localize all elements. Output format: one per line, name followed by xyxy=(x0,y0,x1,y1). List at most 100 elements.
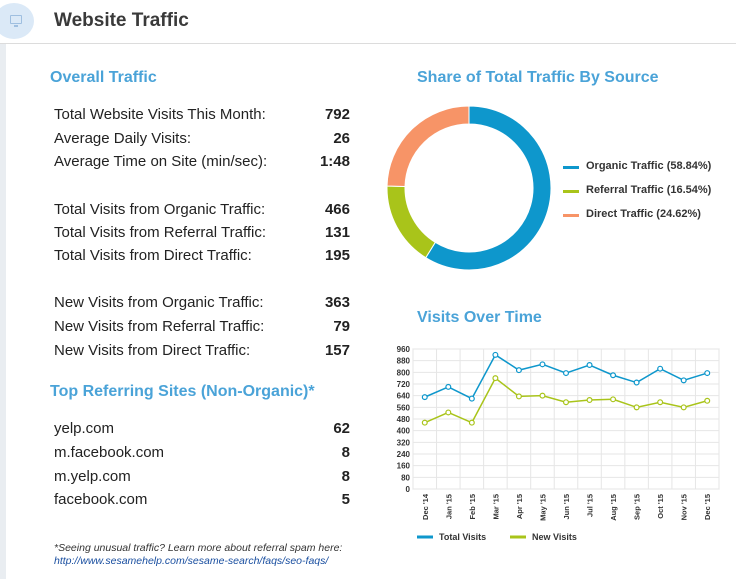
y-tick-label: 80 xyxy=(401,473,410,482)
y-tick-label: 880 xyxy=(397,357,411,366)
seo-faqs-link[interactable]: http://www.sesamehelp.com/sesame-search/… xyxy=(54,555,329,567)
stat-label: New Visits from Organic Traffic: xyxy=(54,294,264,311)
stat-row: Total Visits from Direct Traffic: 195 xyxy=(54,247,350,269)
stat-label: Total Visits from Referral Traffic: xyxy=(54,224,267,241)
data-point xyxy=(515,367,522,374)
y-tick-label: 960 xyxy=(397,345,411,354)
referrer-domain: m.yelp.com xyxy=(54,468,131,485)
y-tick-label: 800 xyxy=(397,368,411,377)
data-point xyxy=(492,375,499,382)
data-point xyxy=(468,419,475,426)
stat-value: 363 xyxy=(324,294,350,311)
donut-slice-0 xyxy=(425,106,552,271)
y-tick-label: 320 xyxy=(397,438,411,447)
y-tick-label: 560 xyxy=(397,403,411,412)
y-tick-label: 160 xyxy=(397,462,411,471)
data-point xyxy=(680,404,687,411)
x-tick-label: Mar '15 xyxy=(491,494,500,520)
page-header: Website Traffic xyxy=(0,0,736,44)
x-tick-label: Aug '15 xyxy=(609,494,618,521)
data-point xyxy=(586,362,593,369)
data-point xyxy=(445,383,452,390)
monitor-icon xyxy=(0,3,34,39)
referrer-count: 62 xyxy=(333,420,350,437)
stat-row: New Visits from Organic Traffic: 363 xyxy=(54,294,350,316)
stat-value: 792 xyxy=(324,106,350,123)
data-point xyxy=(468,395,475,402)
x-tick-label: Nov '15 xyxy=(680,494,689,520)
referrer-row: m.facebook.com 8 xyxy=(54,444,350,466)
left-nav-strip xyxy=(0,0,6,579)
data-point xyxy=(633,404,640,411)
referrer-count: 5 xyxy=(341,491,350,508)
overall-traffic-title: Overall Traffic xyxy=(50,69,157,86)
y-tick-label: 640 xyxy=(397,392,411,401)
x-tick-label: Dec '14 xyxy=(421,493,430,520)
data-point xyxy=(445,409,452,416)
referrer-domain: m.facebook.com xyxy=(54,444,165,461)
x-tick-label: Sep '15 xyxy=(633,494,642,520)
data-point xyxy=(539,392,546,399)
referrer-count: 8 xyxy=(341,444,350,461)
data-point xyxy=(586,397,593,404)
visits-over-time-chart: 0 80 160 240 320 400 480 560 640 720 800 880 960 Dec … xyxy=(397,345,720,542)
referrer-domain: facebook.com xyxy=(54,491,148,508)
line-chart-title: Visits Over Time xyxy=(417,309,542,326)
stat-row: Average Daily Visits: 26 xyxy=(54,130,350,152)
donut-slice-1 xyxy=(386,185,436,259)
data-point xyxy=(633,379,640,386)
data-point xyxy=(704,397,711,404)
stat-label: New Visits from Referral Traffic: xyxy=(54,318,265,335)
stat-label: Total Website Visits This Month: xyxy=(54,106,266,123)
y-tick-label: 480 xyxy=(397,415,411,424)
stat-row: Total Visits from Organic Traffic: 466 xyxy=(54,201,350,223)
data-point xyxy=(610,396,617,403)
y-tick-label: 400 xyxy=(397,427,411,436)
referring-sites-title: Top Referring Sites (Non-Organic)* xyxy=(50,383,315,400)
page-title: Website Traffic xyxy=(54,10,189,31)
stat-label: Average Time on Site (min/sec): xyxy=(54,153,268,170)
stat-row: Total Visits from Referral Traffic: 131 xyxy=(54,224,350,246)
data-point xyxy=(539,361,546,368)
x-tick-label: Apr '15 xyxy=(515,494,524,519)
stat-row: Average Time on Site (min/sec): 1:48 xyxy=(54,153,350,175)
x-tick-label: Jul '15 xyxy=(586,494,595,517)
stat-value: 466 xyxy=(324,201,350,218)
stat-label: Average Daily Visits: xyxy=(54,130,192,147)
y-tick-label: 240 xyxy=(397,450,411,459)
donut-slice-2 xyxy=(386,106,470,187)
referrer-row: m.yelp.com 8 xyxy=(54,468,350,490)
legend-label: New Visits xyxy=(532,532,577,542)
data-point xyxy=(421,419,428,426)
x-tick-label: Oct '15 xyxy=(656,494,665,519)
x-tick-label: Jun '15 xyxy=(562,494,571,520)
data-point xyxy=(492,351,499,358)
data-point xyxy=(657,399,664,406)
data-point xyxy=(515,393,522,400)
referrer-row: yelp.com 62 xyxy=(54,420,350,442)
stat-value: 131 xyxy=(324,224,350,241)
x-tick-label: Jan '15 xyxy=(444,494,453,519)
stat-row: Total Website Visits This Month: 792 xyxy=(54,106,350,128)
stat-value: 157 xyxy=(324,342,350,359)
x-tick-label: Dec '15 xyxy=(703,494,712,520)
x-tick-label: Feb '15 xyxy=(468,494,477,520)
legend-swatch xyxy=(563,214,579,217)
stat-value: 26 xyxy=(333,130,350,147)
data-point xyxy=(421,394,428,401)
legend-label: Total Visits xyxy=(439,532,486,542)
referrer-domain: yelp.com xyxy=(54,420,115,437)
legend-swatch xyxy=(563,190,579,193)
footnote-text: *Seeing unusual traffic? Learn more abou… xyxy=(54,542,343,554)
data-point xyxy=(657,365,664,372)
data-point xyxy=(680,377,687,384)
footnote: *Seeing unusual traffic? Learn more abou… xyxy=(54,542,342,568)
x-tick-label: May '15 xyxy=(538,494,547,521)
stat-value: 1:48 xyxy=(319,153,350,170)
donut-chart-title: Share of Total Traffic By Source xyxy=(417,69,659,86)
y-tick-label: 720 xyxy=(397,380,411,389)
stat-value: 195 xyxy=(324,247,350,264)
stat-label: Total Visits from Direct Traffic: xyxy=(54,247,252,264)
stat-label: Total Visits from Organic Traffic: xyxy=(54,201,266,218)
data-point xyxy=(704,370,711,377)
